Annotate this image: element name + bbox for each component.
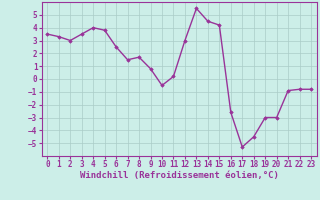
X-axis label: Windchill (Refroidissement éolien,°C): Windchill (Refroidissement éolien,°C)	[80, 171, 279, 180]
